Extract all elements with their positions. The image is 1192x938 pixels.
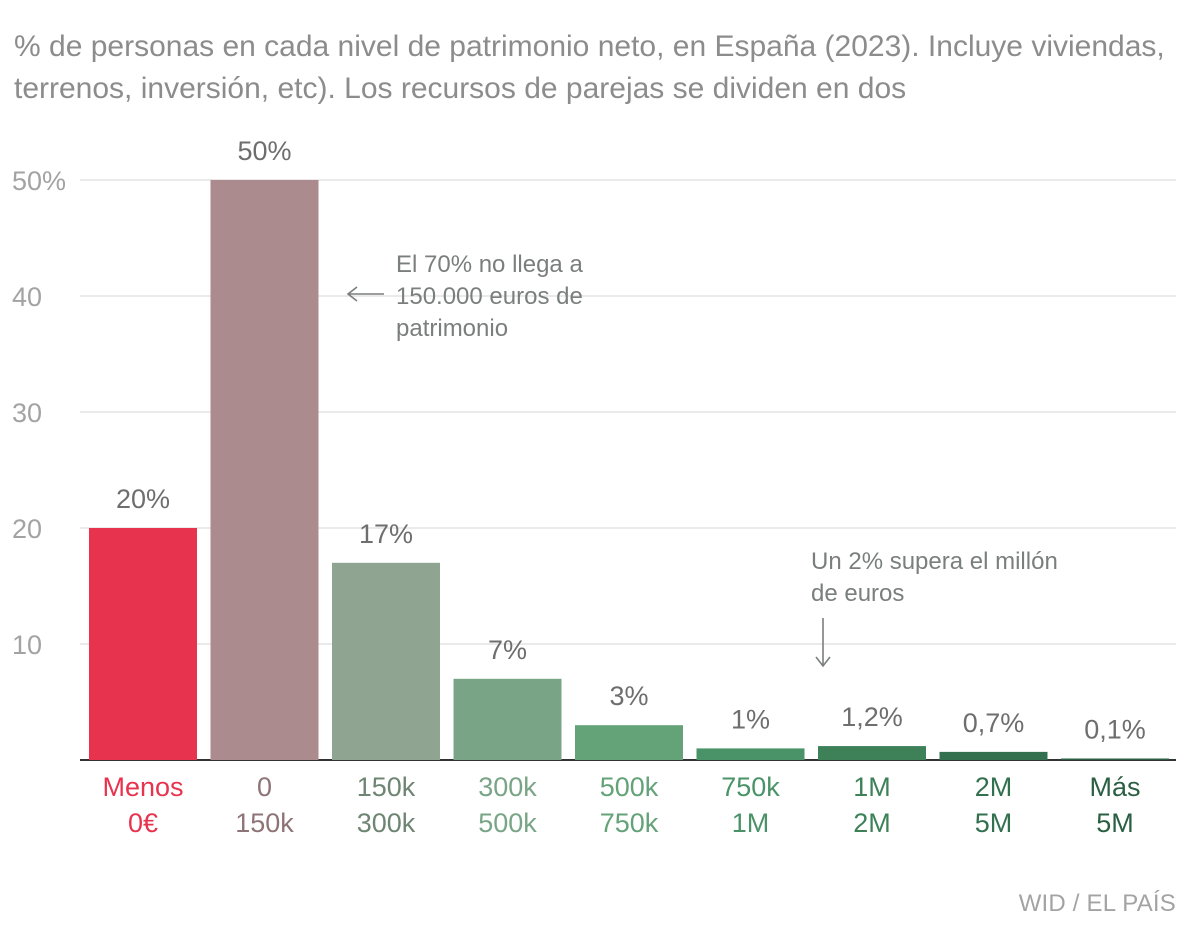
- y-tick-label: 10: [12, 630, 42, 660]
- annotation-text: Un 2% supera el millón: [811, 548, 1058, 575]
- bar: [210, 180, 319, 760]
- y-tick-label: 50%: [12, 166, 66, 196]
- bar: [818, 746, 926, 760]
- category-label: 1M: [853, 772, 891, 802]
- bar: [939, 751, 1048, 760]
- annotation-arrow-down: [815, 618, 831, 668]
- chart-title: % de personas en cada nivel de patrimoni…: [14, 30, 1165, 105]
- bar: [696, 748, 805, 760]
- category-label: 300k: [357, 808, 416, 838]
- data-label: 7%: [488, 635, 527, 665]
- data-label: 0,1%: [1084, 715, 1146, 745]
- data-label: 1%: [731, 704, 770, 734]
- bar: [89, 528, 197, 760]
- category-label: 750k: [721, 772, 780, 802]
- category-label: Más: [1089, 772, 1140, 802]
- annotation-arrow-left: [346, 286, 384, 302]
- annotations: El 70% no llega a 150.000 euros de patrimo…: [346, 251, 1058, 668]
- y-tick-label: 30: [12, 398, 42, 428]
- category-label: 500k: [600, 772, 659, 802]
- bars: [89, 180, 1169, 760]
- data-label: 3%: [609, 681, 648, 711]
- bar: [453, 678, 562, 760]
- data-label: 50%: [237, 136, 291, 166]
- category-label: 500k: [478, 808, 537, 838]
- annotation-text: El 70% no llega a: [396, 251, 583, 278]
- source-credit: WID / EL PAÍS: [1018, 890, 1176, 917]
- annotation-text: patrimonio: [396, 315, 508, 342]
- value-labels: 20% 50% 17% 7% 3% 1% 1,2% 0,7% 0,1%: [116, 136, 1146, 745]
- y-tick-label: 20: [12, 514, 42, 544]
- category-label: 2M: [975, 772, 1013, 802]
- y-tick-label: 40: [12, 282, 42, 312]
- annotation-text: de euros: [811, 580, 904, 607]
- category-label: 0: [257, 772, 272, 802]
- category-label: 5M: [975, 808, 1013, 838]
- category-label: Menos: [102, 772, 183, 802]
- category-label: 5M: [1096, 808, 1134, 838]
- category-labels: Menos 0€ 0 150k 150k 300k 300k 500k 500k 750k 750k…: [102, 772, 1140, 838]
- bar: [332, 562, 440, 760]
- category-label: 150k: [357, 772, 416, 802]
- data-label: 0,7%: [963, 708, 1025, 738]
- data-label: 17%: [359, 519, 413, 549]
- data-label: 20%: [116, 484, 170, 514]
- annotation-text: 150.000 euros de: [396, 283, 583, 310]
- category-label: 0€: [128, 808, 158, 838]
- category-label: 2M: [853, 808, 891, 838]
- bar: [575, 725, 683, 760]
- category-label: 750k: [600, 808, 659, 838]
- category-label: 150k: [235, 808, 294, 838]
- data-label: 1,2%: [841, 702, 903, 732]
- bar: [1061, 758, 1169, 760]
- category-label: 300k: [478, 772, 537, 802]
- category-label: 1M: [732, 808, 770, 838]
